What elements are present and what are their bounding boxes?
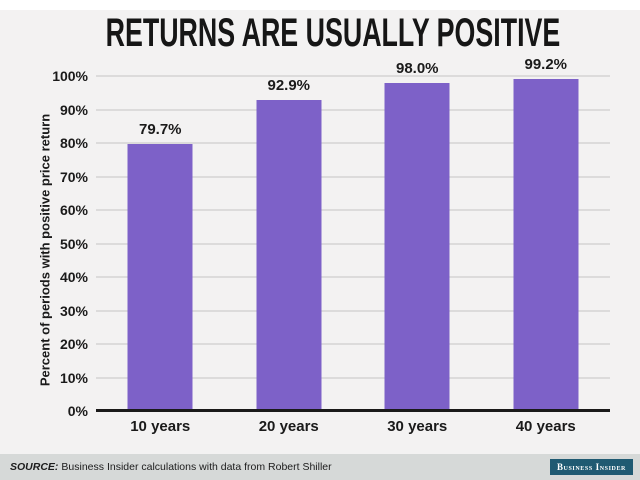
chart-title: RETURNS ARE USUALLY POSITIVE [105,11,561,55]
gridline [96,142,610,144]
gridline [96,242,610,245]
y-tick-label: 90% [59,101,88,118]
bars-row: 79.7% 92.9% 98.0% 99.2% [96,56,611,411]
footer: SOURCE: Business Insider calculations wit… [0,454,640,480]
gridline [96,108,610,111]
bar-slot: 99.2% [482,56,611,411]
bar-40-years [513,78,579,411]
x-axis-label: 10 years [130,418,191,435]
y-tick-label: 40% [59,269,88,285]
x-axis-labels: 10 years 20 years 30 years 40 years [96,417,610,437]
bar-30-years [384,82,450,411]
y-tick-label: 0% [67,403,88,419]
bar-value-label: 99.2% [524,55,568,73]
gridline [96,376,610,379]
x-axis-label: 40 years [515,418,576,435]
bar-slot: 92.9% [225,76,354,411]
y-tick-label: 60% [59,202,88,218]
y-tick-label: 80% [59,135,88,151]
gridline [96,276,610,278]
y-tick-label: 50% [59,235,88,252]
gridline [96,209,610,211]
top-margin-band [0,0,640,10]
y-tick-label: 70% [59,168,88,185]
x-axis-label: 20 years [258,418,319,435]
gridline [96,175,610,178]
bar-value-label: 98.0% [395,59,439,77]
brand-badge: Business Insider [549,459,633,475]
plot-area: 79.7% 92.9% 98.0% 99.2% [96,56,611,411]
x-axis-line [96,409,610,412]
gridline [96,309,610,312]
source-text: Business Insider calculations with data … [61,461,332,473]
y-tick-label: 100% [52,68,88,84]
x-axis-label: 30 years [387,418,448,435]
y-tick-label: 10% [59,369,88,386]
bar-value-label: 79.7% [138,121,182,139]
bar-value-label: 92.9% [267,76,311,94]
y-axis-tick-labels: 0% 10% 20% 30% 40% 50% 60% 70% 80% 90% 100% [38,68,88,419]
bar-slot: 79.7% [96,76,225,411]
gridline [96,75,610,77]
bar-slot: 98.0% [353,60,482,411]
y-tick-label: 20% [59,336,88,352]
y-tick-label: 30% [59,302,88,319]
gridline [96,343,610,345]
source-line: SOURCE: Business Insider calculations wit… [10,461,332,473]
source-label: SOURCE: [10,461,59,473]
bar-10-years [127,144,193,411]
bar-20-years [256,99,322,411]
